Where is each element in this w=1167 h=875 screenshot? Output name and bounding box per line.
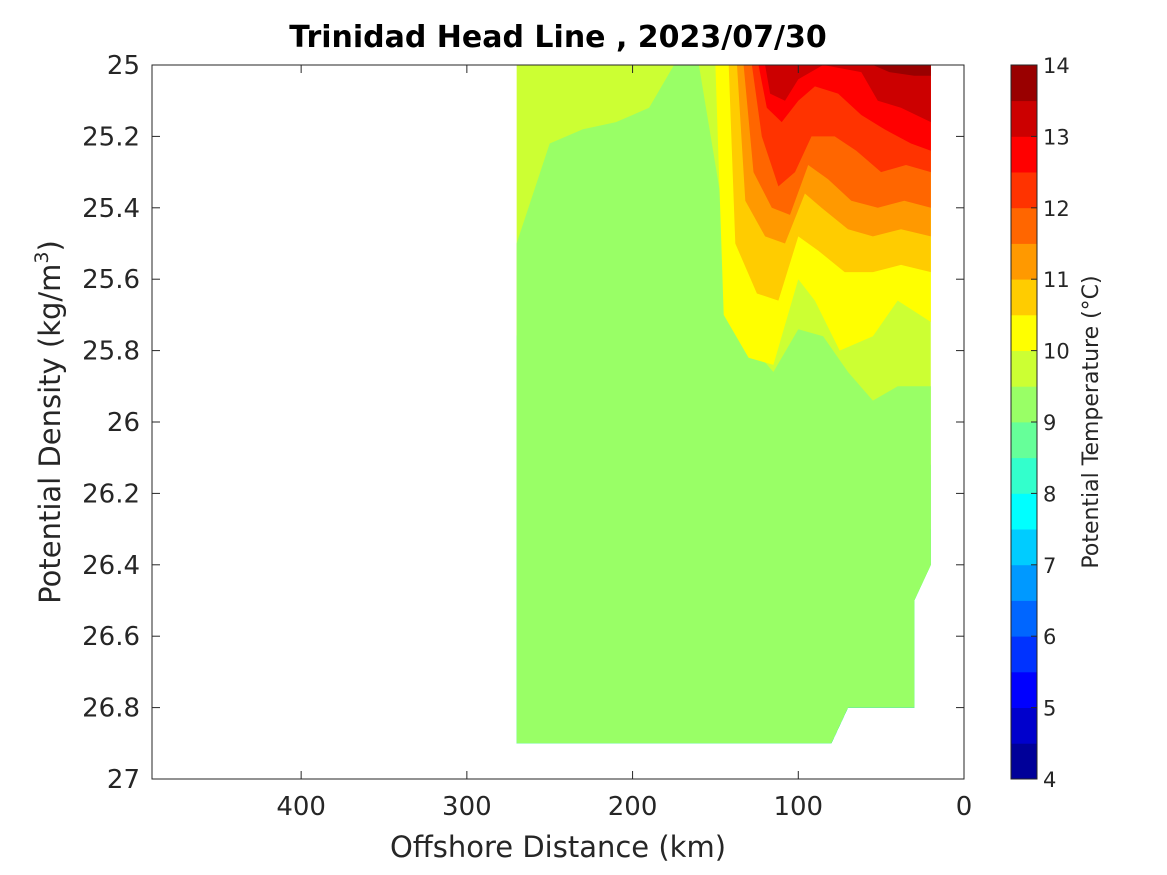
y-tick-label: 25.6: [82, 265, 140, 295]
y-tick-label: 27: [107, 765, 140, 795]
colorbar-tick-label: 14: [1043, 54, 1070, 78]
colorbar-swatch: [1011, 600, 1037, 637]
y-axis: 25 25.2 25.4 25.6 25.8 26 26.2 26.4 26.6 26.8 27: [82, 51, 964, 795]
colorbar-swatch: [1011, 172, 1037, 209]
colorbar-tick-label: 4: [1043, 768, 1056, 792]
y-tick-label: 26.4: [82, 551, 140, 581]
band-above-13: [765, 65, 931, 123]
x-axis: 400 300 200 100 0: [276, 65, 972, 822]
contour-fill-layer: [516, 65, 931, 764]
colorbar-tick-label: 10: [1043, 340, 1070, 364]
band-below-9.5: [516, 65, 931, 744]
x-tick-label: 400: [276, 792, 326, 822]
colorbar-swatch: [1011, 671, 1037, 708]
colorbar: 4 5 6 7 8 9 10 11 12 13 14: [1010, 54, 1070, 792]
colorbar-swatch: [1011, 314, 1037, 351]
colorbar-tick-label: 11: [1043, 268, 1070, 292]
colorbar-title: Potential Temperature (°C): [1079, 275, 1104, 568]
band-below-5: [517, 743, 931, 764]
colorbar-swatch: [1011, 422, 1037, 459]
chart-title: Trinidad Head Line , 2023/07/30: [289, 20, 826, 55]
y-axis-title-end: ): [33, 240, 67, 251]
x-axis-title: Offshore Distance (km): [390, 830, 726, 864]
colorbar-swatch: [1011, 386, 1037, 423]
colorbar-tick-label: 13: [1043, 125, 1070, 149]
y-tick-label: 26: [107, 408, 140, 438]
y-tick-label: 26.2: [82, 479, 140, 509]
y-axis-title-main: Potential Density (kg/m: [33, 264, 67, 604]
colorbar-swatch: [1011, 707, 1037, 744]
colorbar-tick-label: 6: [1043, 625, 1056, 649]
x-tick-label: 200: [608, 792, 658, 822]
y-tick-label: 25: [107, 51, 140, 81]
colorbar-swatch: [1011, 636, 1037, 673]
colorbar-swatch: [1011, 65, 1037, 102]
y-tick-label: 25.4: [82, 194, 140, 224]
band-above-13.5: [872, 65, 931, 76]
colorbar-swatch: [1011, 100, 1037, 137]
colorbar-swatch: [1011, 564, 1037, 601]
colorbar-swatch: [1011, 493, 1037, 530]
y-tick-label: 25.8: [82, 337, 140, 367]
colorbar-swatch: [1011, 350, 1037, 387]
y-axis-title: Potential Density (kg/m3): [31, 240, 67, 604]
colorbar-swatch: [1011, 243, 1037, 280]
colorbar-swatch: [1011, 279, 1037, 316]
y-tick-label: 26.8: [82, 694, 140, 724]
colorbar-swatch: [1011, 207, 1037, 244]
colorbar-swatch: [1011, 136, 1037, 173]
x-tick-label: 300: [442, 792, 492, 822]
colorbar-tick-label: 12: [1043, 197, 1070, 221]
colorbar-tick-label: 5: [1043, 697, 1056, 721]
x-tick-label: 0: [956, 792, 973, 822]
colorbar-swatch: [1011, 457, 1037, 494]
y-tick-label: 26.6: [82, 622, 140, 652]
colorbar-swatch: [1011, 529, 1037, 566]
colorbar-tick-label: 9: [1043, 411, 1056, 435]
colorbar-tick-label: 8: [1043, 482, 1056, 506]
colorbar-tick-label: 7: [1043, 554, 1056, 578]
x-tick-label: 100: [773, 792, 823, 822]
y-tick-label: 25.2: [82, 122, 140, 152]
colorbar-swatch: [1011, 743, 1037, 780]
y-axis-title-sup: 3: [31, 251, 53, 263]
